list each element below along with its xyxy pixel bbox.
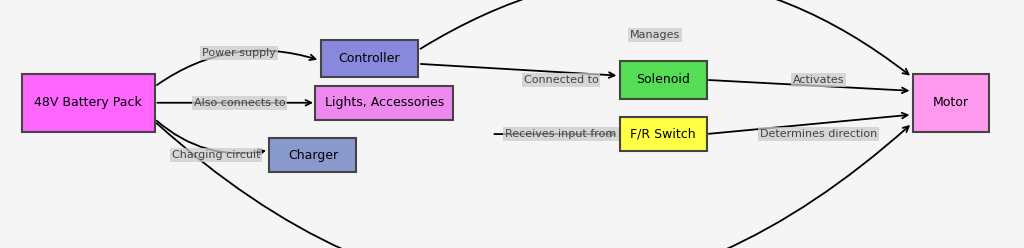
Text: Solenoid: Solenoid — [636, 73, 690, 86]
Text: Lights, Accessories: Lights, Accessories — [325, 96, 444, 109]
Text: Connected to: Connected to — [523, 75, 598, 85]
Text: Charging circuit: Charging circuit — [172, 150, 260, 160]
Text: Manages: Manages — [630, 30, 680, 40]
FancyBboxPatch shape — [620, 117, 707, 151]
FancyBboxPatch shape — [620, 61, 707, 98]
FancyBboxPatch shape — [315, 86, 454, 120]
FancyBboxPatch shape — [912, 74, 989, 131]
Text: Determines direction: Determines direction — [760, 129, 877, 139]
Text: Receives input from: Receives input from — [506, 129, 616, 139]
Text: 48V Battery Pack: 48V Battery Pack — [35, 96, 142, 109]
Text: Also connects to: Also connects to — [194, 98, 285, 108]
Text: Activates: Activates — [793, 75, 844, 85]
Text: Controller: Controller — [338, 52, 399, 65]
Text: Motor: Motor — [933, 96, 969, 109]
Text: Power supply: Power supply — [203, 48, 276, 58]
FancyBboxPatch shape — [321, 40, 418, 77]
Text: F/R Switch: F/R Switch — [631, 127, 696, 141]
FancyBboxPatch shape — [22, 74, 155, 131]
FancyBboxPatch shape — [269, 138, 356, 172]
Text: Charger: Charger — [288, 149, 338, 162]
